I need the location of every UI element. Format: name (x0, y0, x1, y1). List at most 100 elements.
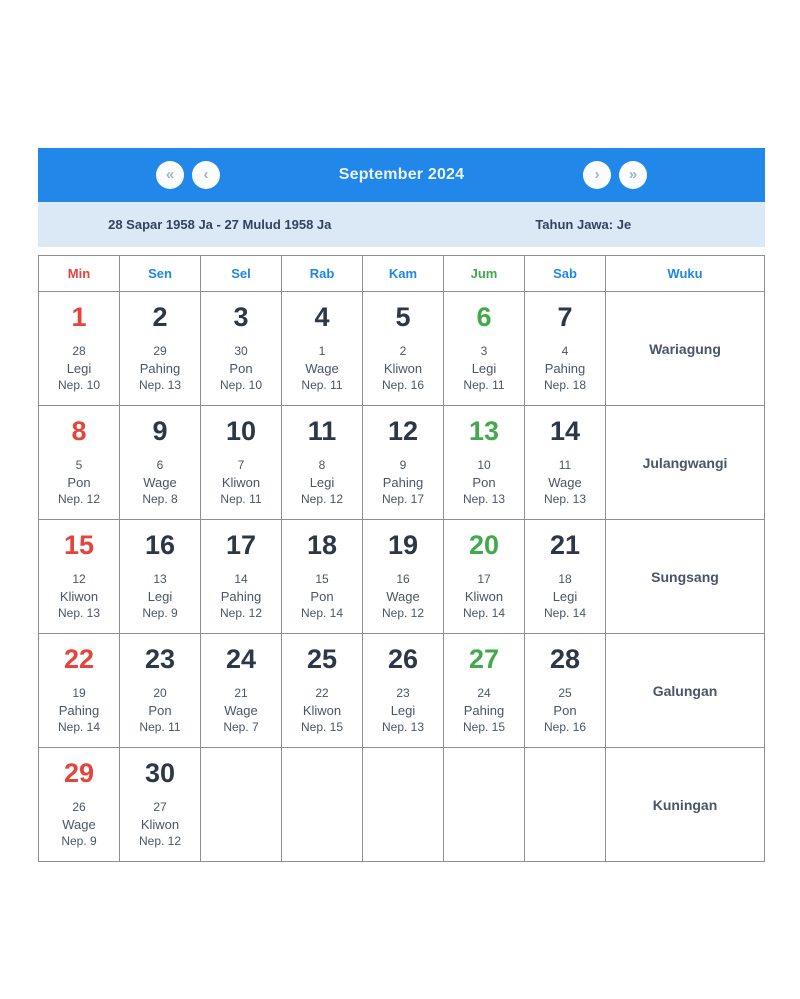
javanese-date: 2 (399, 344, 407, 358)
gregorian-date: 10 (225, 416, 257, 446)
neptu-value: Nep. 15 (462, 720, 506, 734)
neptu-value: Nep. 12 (57, 492, 101, 506)
column-header-kam: Kam (362, 255, 444, 292)
neptu-value: Nep. 11 (463, 378, 505, 392)
javanese-info: 14 Pahing Nep. 12 (201, 571, 281, 622)
neptu-value: Nep. 12 (138, 834, 182, 848)
javanese-info: 24 Pahing Nep. 15 (444, 685, 524, 736)
neptu-value: Nep. 10 (219, 378, 263, 392)
gregorian-date: 20 (468, 530, 500, 560)
javanese-info: 1 Wage Nep. 11 (282, 343, 362, 394)
gregorian-date: 7 (557, 302, 573, 332)
wuku-cell: Julangwangi (605, 405, 765, 520)
javanese-info: 20 Pon Nep. 11 (120, 685, 200, 736)
pasaran-name: Wage (62, 817, 96, 832)
javanese-date: 26 (72, 800, 86, 814)
day-cell-27: 27 24 Pahing Nep. 15 (443, 633, 525, 748)
pasaran-name: Wage (224, 703, 258, 718)
javanese-info: 16 Wage Nep. 12 (363, 571, 443, 622)
gregorian-date: 3 (233, 302, 249, 332)
pasaran-name: Pahing (139, 361, 181, 376)
javanese-date: 25 (558, 686, 572, 700)
neptu-value: Nep. 14 (462, 606, 506, 620)
neptu-value: Nep. 10 (57, 378, 101, 392)
empty-cell (200, 747, 282, 862)
neptu-value: Nep. 16 (381, 378, 425, 392)
neptu-value: Nep. 14 (57, 720, 101, 734)
day-cell-25: 25 22 Kliwon Nep. 15 (281, 633, 363, 748)
day-cell-3: 3 30 Pon Nep. 10 (200, 291, 282, 406)
neptu-value: Nep. 7 (223, 720, 259, 734)
week-row: 15 12 Kliwon Nep. 13 16 13 Legi Nep. 9 17 14 Pahin… (38, 519, 765, 634)
neptu-value: Nep. 15 (300, 720, 344, 734)
column-header-sen: Sen (119, 255, 201, 292)
javanese-info: 10 Pon Nep. 13 (444, 457, 524, 508)
javanese-date: 15 (315, 572, 329, 586)
chevron-left-icon: ‹ (203, 166, 209, 183)
day-cell-6: 6 3 Legi Nep. 11 (443, 291, 525, 406)
gregorian-date: 4 (314, 302, 330, 332)
neptu-value: Nep. 12 (300, 492, 344, 506)
neptu-value: Nep. 12 (381, 606, 425, 620)
day-cell-9: 9 6 Wage Nep. 8 (119, 405, 201, 520)
day-cell-2: 2 29 Pahing Nep. 13 (119, 291, 201, 406)
week-row: 8 5 Pon Nep. 12 9 6 Wage Nep. 8 10 7 Kliwon Nep. 11… (38, 405, 765, 520)
day-cell-18: 18 15 Pon Nep. 14 (281, 519, 363, 634)
pasaran-name: Legi (471, 361, 497, 376)
empty-cell (362, 747, 444, 862)
prev-year-button[interactable]: « (156, 161, 184, 189)
day-cell-16: 16 13 Legi Nep. 9 (119, 519, 201, 634)
pasaran-name: Kliwon (383, 361, 423, 376)
week-row: 29 26 Wage Nep. 9 30 27 Kliwon Nep. 12 Kuningan (38, 747, 765, 862)
pasaran-name: Pahing (58, 703, 100, 718)
day-cell-20: 20 17 Kliwon Nep. 14 (443, 519, 525, 634)
day-cell-12: 12 9 Pahing Nep. 17 (362, 405, 444, 520)
javanese-info: 28 Legi Nep. 10 (39, 343, 119, 394)
double-chevron-left-icon: « (165, 166, 175, 183)
day-cell-15: 15 12 Kliwon Nep. 13 (38, 519, 120, 634)
neptu-value: Nep. 13 (462, 492, 506, 506)
pasaran-name: Legi (66, 361, 92, 376)
javanese-info: 30 Pon Nep. 10 (201, 343, 281, 394)
day-cell-7: 7 4 Pahing Nep. 18 (524, 291, 606, 406)
javanese-date: 14 (234, 572, 248, 586)
pasaran-name: Pon (553, 703, 577, 718)
javanese-date: 8 (318, 458, 326, 472)
next-month-button[interactable]: › (583, 161, 611, 189)
neptu-value: Nep. 13 (57, 606, 101, 620)
neptu-value: Nep. 14 (543, 606, 587, 620)
day-cell-17: 17 14 Pahing Nep. 12 (200, 519, 282, 634)
pasaran-name: Wage (143, 475, 177, 490)
prev-month-button[interactable]: ‹ (192, 161, 220, 189)
javanese-info: 13 Legi Nep. 9 (120, 571, 200, 622)
day-cell-14: 14 11 Wage Nep. 13 (524, 405, 606, 520)
javanese-info: 17 Kliwon Nep. 14 (444, 571, 524, 622)
pasaran-name: Pon (229, 361, 253, 376)
gregorian-date: 29 (63, 758, 95, 788)
columns-row: Min Sen Sel Rab Kam Jum Sab Wuku (38, 255, 765, 292)
gregorian-date: 19 (387, 530, 419, 560)
next-year-button[interactable]: » (619, 161, 647, 189)
empty-cell (524, 747, 606, 862)
pasaran-name: Kliwon (221, 475, 261, 490)
javanese-info: 2 Kliwon Nep. 16 (363, 343, 443, 394)
javanese-info: 19 Pahing Nep. 14 (39, 685, 119, 736)
gregorian-date: 26 (387, 644, 419, 674)
javanese-date-range: 28 Sapar 1958 Ja - 27 Mulud 1958 Ja (108, 217, 332, 232)
tahun-jawa-label: Tahun Jawa: Je (535, 217, 632, 232)
javanese-date: 23 (396, 686, 410, 700)
wuku-cell: Galungan (605, 633, 765, 748)
nav-group-right: › » (583, 161, 647, 189)
gregorian-date: 5 (395, 302, 411, 332)
javanese-date: 21 (234, 686, 248, 700)
wuku-cell: Sungsang (605, 519, 765, 634)
empty-cell (443, 747, 525, 862)
gregorian-date: 8 (71, 416, 87, 446)
gregorian-date: 23 (144, 644, 176, 674)
pasaran-name: Pahing (544, 361, 586, 376)
javanese-date: 9 (399, 458, 407, 472)
column-header-sel: Sel (200, 255, 282, 292)
neptu-value: Nep. 9 (142, 606, 178, 620)
javanese-date: 24 (477, 686, 491, 700)
pasaran-name: Pahing (220, 589, 262, 604)
